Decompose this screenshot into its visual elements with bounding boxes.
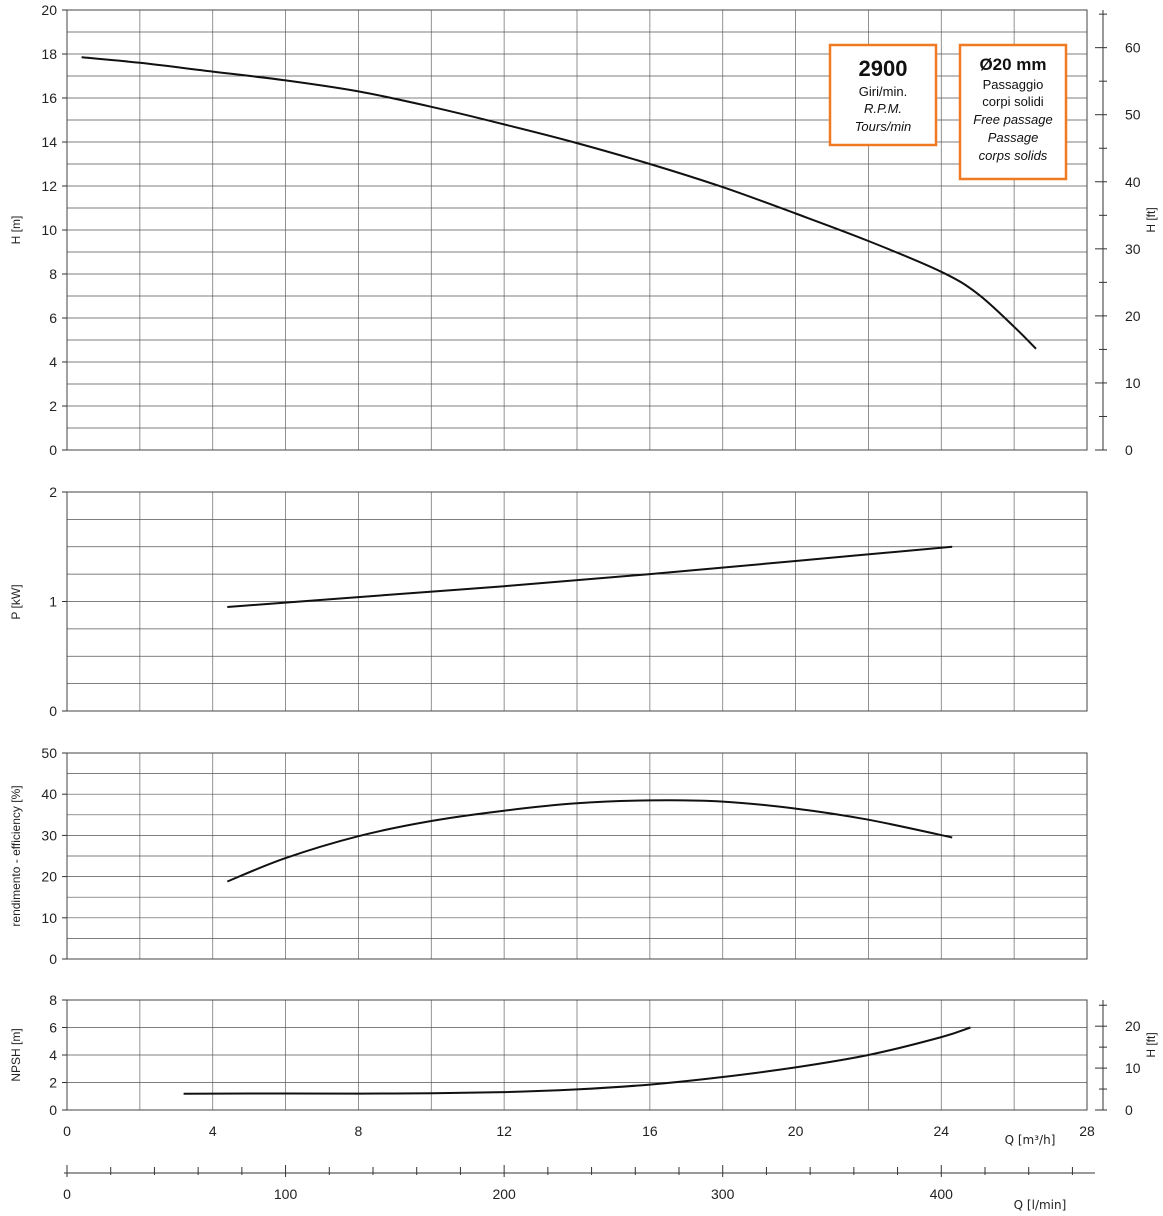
secondary-axis-tick-label: 300 [711,1186,735,1202]
y-tick-label: 6 [49,310,57,326]
y-tick-label: 6 [49,1020,57,1036]
right-axis-tick-label: 30 [1125,241,1141,257]
y-tick-label: 20 [41,869,57,885]
y-tick-label: 12 [41,178,57,194]
y-tick-label: 4 [49,1047,57,1063]
y-axis-label: rendimento - efficiency [%] [9,785,23,926]
x-tick-label: 4 [209,1123,217,1139]
x-tick-label: 0 [63,1123,71,1139]
x-axis-label: Q [m³/h] [1005,1133,1056,1147]
passage-line-5: corps solids [979,148,1048,163]
speed-line-2: R.P.M. [864,101,902,116]
secondary-axis-tick-label: 100 [274,1186,298,1202]
y-axis-label: P [kW] [9,584,23,619]
y-tick-label: 2 [49,484,57,500]
right-axis-tick-label: 0 [1125,1102,1133,1118]
speed-line-3: Tours/min [855,119,912,134]
passage-info-box [958,43,1068,181]
passage-line-4: Passage [988,130,1039,145]
performance-curve [183,1026,971,1095]
y-tick-label: 18 [41,46,57,62]
right-axis-tick-label: 10 [1125,1060,1141,1076]
right-axis-tick-label: 20 [1125,308,1141,324]
x-tick-label: 28 [1079,1123,1095,1139]
y-tick-label: 0 [49,1102,57,1118]
secondary-axis-tick-label: 400 [930,1186,954,1202]
x-tick-label: 24 [933,1123,949,1139]
y-tick-label: 0 [49,951,57,967]
y-tick-label: 10 [41,222,57,238]
right-axis-tick-label: 50 [1125,107,1141,123]
y-tick-label: 0 [49,703,57,719]
speed-line-1: Giri/min. [859,84,907,99]
right-axis-label: H [ft] [1144,207,1158,232]
y-tick-label: 16 [41,90,57,106]
y-axis-label: NPSH [m] [9,1028,23,1081]
secondary-axis-label: Q [l/min] [1014,1198,1067,1212]
speed-value: 2900 [859,56,908,81]
x-tick-label: 12 [496,1123,512,1139]
y-tick-label: 50 [41,745,57,761]
performance-curve [81,56,1037,350]
right-axis-tick-label: 40 [1125,174,1141,190]
x-tick-label: 8 [355,1123,363,1139]
y-tick-label: 20 [41,2,57,18]
passage-line-1: Passaggio [983,77,1044,92]
secondary-axis-tick-label: 0 [63,1186,71,1202]
passage-value: Ø20 mm [979,55,1046,74]
y-tick-label: 0 [49,442,57,458]
passage-line-2: corpi solidi [982,94,1044,109]
y-tick-label: 4 [49,354,57,370]
performance-curve [226,799,953,883]
y-tick-label: 2 [49,1075,57,1091]
right-axis-label: H [ft] [1144,1032,1158,1057]
y-tick-label: 10 [41,910,57,926]
y-axis-label: H [m] [9,216,23,245]
y-tick-label: 1 [49,594,57,610]
right-axis-tick-label: 60 [1125,40,1141,56]
right-axis-tick-label: 20 [1125,1018,1141,1034]
right-axis-tick-label: 0 [1125,442,1133,458]
passage-line-3: Free passage [973,112,1053,127]
right-axis-tick-label: 10 [1125,375,1141,391]
x-tick-label: 20 [788,1123,804,1139]
y-tick-label: 40 [41,786,57,802]
y-tick-label: 8 [49,266,57,282]
y-tick-label: 8 [49,992,57,1008]
y-tick-label: 14 [41,134,57,150]
x-tick-label: 16 [642,1123,658,1139]
secondary-axis-tick-label: 200 [492,1186,516,1202]
y-tick-label: 2 [49,398,57,414]
performance-curve [227,545,953,608]
y-tick-label: 30 [41,827,57,843]
speed-info-box [828,43,938,147]
plot-frame [66,752,1088,960]
